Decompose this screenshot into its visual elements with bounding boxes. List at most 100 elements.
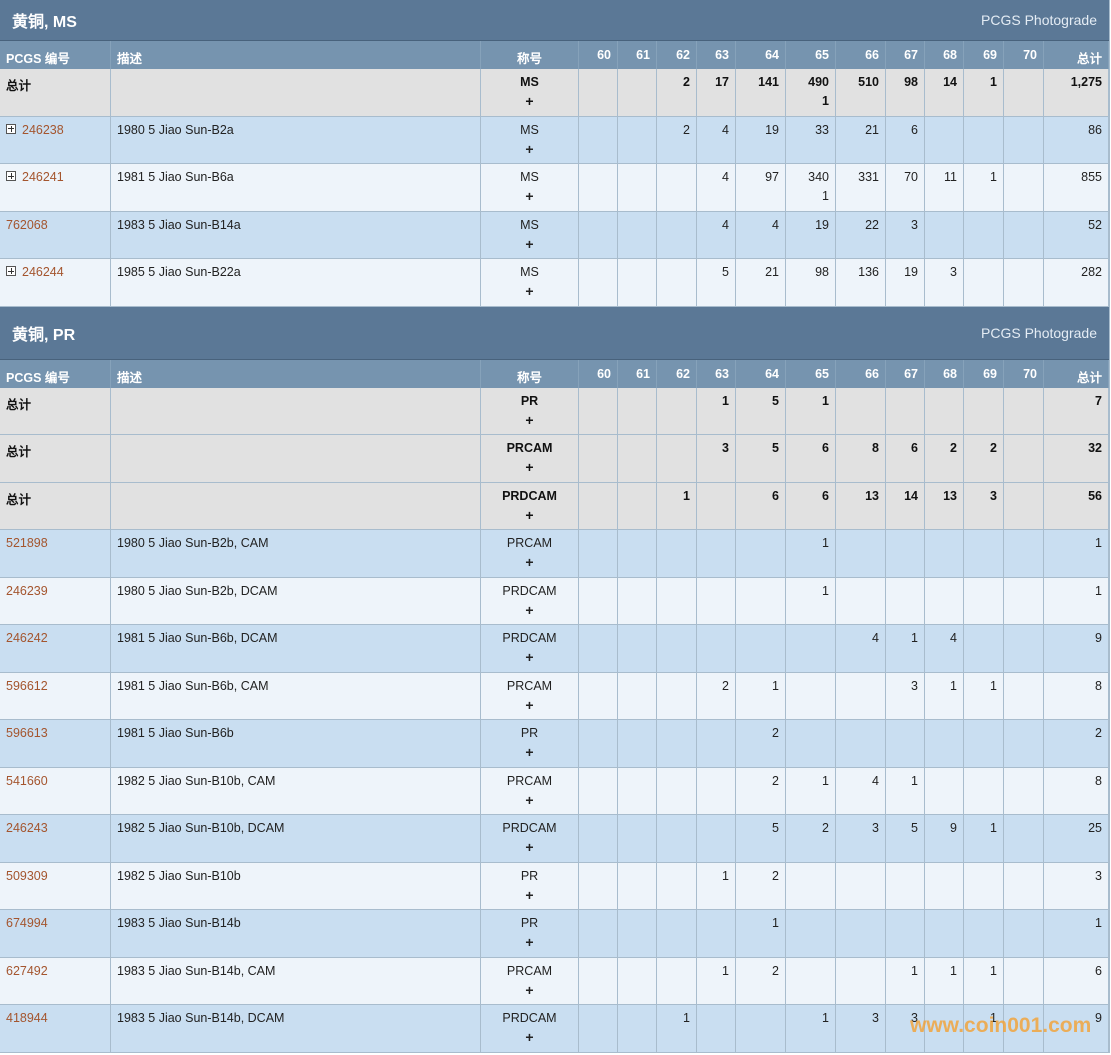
pcgs-cell: 596613 — [0, 720, 111, 767]
header-cell: 64 — [736, 359, 786, 388]
expand-plus[interactable]: + — [525, 506, 534, 523]
grade-cell — [618, 164, 657, 211]
grade-cell — [697, 910, 736, 957]
grade-cell — [618, 387, 657, 434]
grade-cell — [697, 767, 736, 814]
grade-count: 33 — [815, 122, 829, 137]
grade-cell: 2 — [925, 435, 964, 482]
designation-cell: PRDCAM + — [481, 1005, 579, 1052]
row-total: 282 — [1081, 265, 1102, 279]
total-cell: 8 — [1044, 672, 1109, 719]
grade-count: 22 — [865, 217, 879, 232]
column-header: 62 — [676, 48, 690, 62]
grade-cell — [1004, 116, 1044, 163]
expand-plus[interactable]: + — [525, 283, 534, 299]
expand-plus[interactable]: + — [525, 235, 534, 252]
expand-plus[interactable]: + — [525, 649, 534, 665]
expand-plus[interactable]: + — [525, 93, 534, 109]
expand-plus[interactable]: + — [525, 1029, 534, 1045]
grade-cell: 1 — [886, 625, 925, 672]
grade-count: 4 — [722, 170, 729, 184]
expand-plus[interactable]: + — [525, 886, 534, 903]
pcgs-number-link[interactable]: 509309 — [6, 868, 48, 883]
grade-cell — [1004, 211, 1044, 258]
expand-icon[interactable] — [6, 123, 16, 134]
pcgs-cell: 246238 — [0, 116, 111, 163]
description-cell: 1983 5 Jiao Sun-B14a — [111, 211, 481, 258]
grade-count: 1 — [722, 868, 729, 883]
grade-cell — [964, 530, 1004, 577]
grade-cell — [579, 482, 618, 529]
pcgs-number-link[interactable]: 596613 — [6, 726, 48, 740]
description-cell: 1983 5 Jiao Sun-B14b, CAM — [111, 957, 481, 1004]
column-header-row: PCGS 编号 描述 称号 60 61 62 63 64 65 66 67 68 69 70 总计 — [0, 41, 1109, 69]
header-cell: 称号 — [481, 359, 579, 388]
grade-cell — [1004, 767, 1044, 814]
expand-plus[interactable]: + — [525, 459, 534, 475]
row-total: 1,275 — [1070, 75, 1102, 89]
grade-count: 5 — [722, 265, 729, 279]
photograde-link[interactable]: PCGS Photograde — [981, 324, 1097, 341]
pcgs-number-link[interactable]: 246244 — [22, 265, 64, 279]
pcgs-number-link[interactable]: 246241 — [22, 170, 64, 184]
expand-icon[interactable] — [6, 266, 16, 276]
expand-plus[interactable]: + — [525, 140, 534, 157]
grade-count: 8 — [872, 441, 879, 455]
expand-plus[interactable]: + — [525, 696, 534, 713]
expand-plus[interactable]: + — [525, 981, 534, 998]
header-cell: 67 — [886, 41, 925, 69]
grade-cell: 141 — [736, 69, 786, 116]
expand-plus[interactable]: + — [525, 839, 534, 855]
pcgs-number-link[interactable]: 246242 — [6, 631, 48, 645]
grade-cell: 19 — [736, 116, 786, 163]
grade-cell — [579, 530, 618, 577]
header-cell: 70 — [1004, 41, 1044, 69]
expand-plus[interactable]: + — [525, 791, 534, 808]
total-row: 总计 PR +1 5 1 7 — [0, 387, 1109, 435]
pcgs-number-link[interactable]: 541660 — [6, 773, 48, 788]
grade-cell — [657, 435, 697, 482]
grade-count: 6 — [822, 488, 829, 503]
grade-cell: 14 — [886, 482, 925, 529]
pcgs-number-link[interactable]: 762068 — [6, 217, 48, 232]
grade-cell — [1004, 720, 1044, 767]
expand-plus[interactable]: + — [525, 744, 534, 760]
pcgs-number-link[interactable]: 246239 — [6, 583, 48, 598]
pcgs-number-link[interactable]: 521898 — [6, 536, 48, 550]
expand-plus[interactable]: + — [525, 934, 534, 950]
grade-count: 1 — [822, 393, 829, 408]
grade-cell — [657, 530, 697, 577]
description: 1980 5 Jiao Sun-B2a — [117, 122, 234, 137]
column-header: 总计 — [1076, 370, 1102, 385]
grade-cell: 1 — [886, 957, 925, 1004]
expand-plus[interactable]: + — [525, 554, 534, 570]
grade-count: 1 — [822, 583, 829, 598]
pcgs-number-link[interactable]: 674994 — [6, 916, 48, 930]
grade-count: 1 — [822, 773, 829, 788]
grade-cell — [886, 530, 925, 577]
pcgs-number-link[interactable]: 246238 — [22, 122, 64, 137]
expand-plus[interactable]: + — [525, 601, 534, 618]
grade-cell — [925, 720, 964, 767]
expand-plus[interactable]: + — [525, 188, 534, 204]
pcgs-number-link[interactable]: 627492 — [6, 963, 48, 978]
description: 1985 5 Jiao Sun-B22a — [117, 265, 241, 279]
column-header: 称号 — [516, 370, 542, 385]
photograde-link[interactable]: PCGS Photograde — [981, 12, 1097, 28]
designation-cell: PR + — [481, 862, 579, 909]
designation: PR — [520, 726, 539, 740]
designation-cell: PRCAM + — [481, 435, 579, 482]
expand-plus[interactable]: + — [525, 411, 534, 428]
grade-cell — [697, 625, 736, 672]
expand-icon[interactable] — [6, 171, 16, 181]
grade-cell — [1004, 1005, 1044, 1052]
grade-cell: 3 — [964, 482, 1004, 529]
pcgs-number-link[interactable]: 246243 — [6, 821, 48, 835]
header-cell: 60 — [579, 359, 618, 388]
grade-count: 19 — [904, 265, 918, 279]
pcgs-number-link[interactable]: 418944 — [6, 1011, 48, 1025]
pcgs-number-link[interactable]: 596612 — [6, 678, 48, 693]
grade-cell — [964, 259, 1004, 306]
grade-cell — [1004, 862, 1044, 909]
description-cell: 1985 5 Jiao Sun-B22a — [111, 259, 481, 306]
